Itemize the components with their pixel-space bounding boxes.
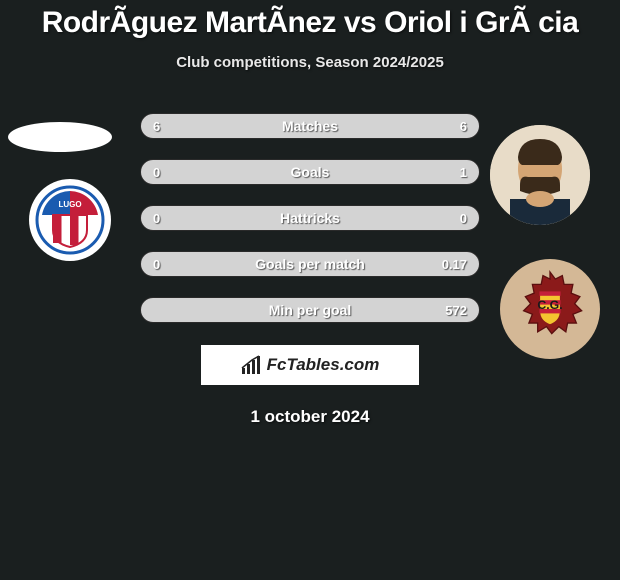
stat-left-value: 6 (153, 119, 160, 134)
bar-chart-icon (241, 354, 263, 376)
stat-row-goals: 0 Goals 1 (140, 159, 480, 185)
player2-avatar (490, 125, 590, 225)
stat-right-value: 0 (460, 211, 467, 226)
stat-left-value: 0 (153, 165, 160, 180)
club-shield-icon: LUGO (35, 185, 105, 255)
player-photo-icon (490, 125, 590, 225)
comparison-title: RodrÃ­guez MartÃ­nez vs Oriol i GrÃ cia (0, 0, 620, 40)
stat-label: Hattricks (280, 210, 340, 226)
stat-label: Goals (291, 164, 330, 180)
svg-text:C.G.: C.G. (537, 298, 562, 312)
stat-right-value: 6 (460, 119, 467, 134)
stat-label: Min per goal (269, 302, 351, 318)
stat-right-value: 1 (460, 165, 467, 180)
svg-text:LUGO: LUGO (58, 200, 81, 209)
player1-avatar (8, 122, 112, 152)
comparison-subtitle: Club competitions, Season 2024/2025 (0, 54, 620, 71)
stat-left-value: 0 (153, 211, 160, 226)
stat-row-min-per-goal: Min per goal 572 (140, 297, 480, 323)
comparison-date: 1 october 2024 (0, 407, 620, 427)
stat-label: Matches (282, 118, 338, 134)
stat-row-matches: 6 Matches 6 (140, 113, 480, 139)
stat-row-goals-per-match: 0 Goals per match 0.17 (140, 251, 480, 277)
player1-club-badge: LUGO (29, 179, 111, 261)
player2-club-badge: C.G. (500, 259, 600, 359)
brand-text: FcTables.com (267, 355, 380, 375)
stat-right-value: 572 (445, 303, 467, 318)
stat-left-value: 0 (153, 257, 160, 272)
club-badge-icon: C.G. (506, 265, 594, 353)
fctables-branding[interactable]: FcTables.com (201, 345, 419, 385)
stat-row-hattricks: 0 Hattricks 0 (140, 205, 480, 231)
stat-label: Goals per match (255, 256, 365, 272)
stat-right-value: 0.17 (442, 257, 467, 272)
